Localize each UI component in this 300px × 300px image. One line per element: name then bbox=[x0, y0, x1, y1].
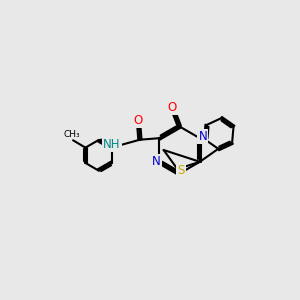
Text: CH₃: CH₃ bbox=[63, 130, 80, 139]
Text: O: O bbox=[167, 101, 177, 114]
Text: S: S bbox=[177, 164, 185, 177]
Text: N: N bbox=[198, 130, 207, 143]
Text: NH: NH bbox=[103, 139, 121, 152]
Text: O: O bbox=[134, 114, 143, 127]
Text: N: N bbox=[152, 155, 161, 168]
